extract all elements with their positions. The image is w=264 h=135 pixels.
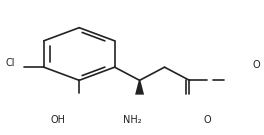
Text: O: O (204, 115, 211, 125)
Text: Cl: Cl (6, 58, 15, 68)
Text: O: O (252, 60, 260, 70)
Text: NH₂: NH₂ (123, 115, 141, 125)
Polygon shape (135, 80, 144, 95)
Text: OH: OH (50, 115, 65, 125)
